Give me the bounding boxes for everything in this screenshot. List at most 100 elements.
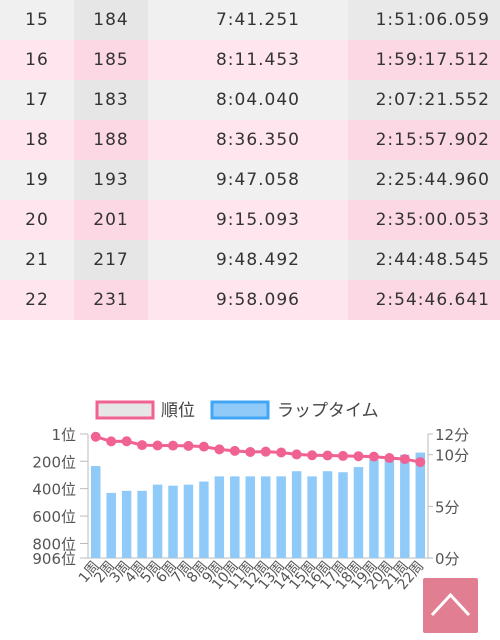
lap-time-cell: 9:15.093 [215, 210, 300, 230]
rank-cell: 185 [93, 50, 129, 70]
lap-time-bar [276, 476, 286, 558]
chevron-up-icon [430, 592, 471, 617]
y-left-tick-label: 400位 [32, 481, 76, 499]
lap-time-bar [230, 476, 240, 558]
lap-time-cell: 8:04.040 [215, 90, 300, 110]
lap-time-bar [322, 471, 333, 558]
table-row: 17 183 8:04.040 2:07:21.552 [0, 80, 500, 120]
y-left-tick-label: 200位 [32, 453, 76, 471]
rank-point [368, 451, 379, 462]
lap-time-bar [291, 471, 302, 558]
y-left-tick-label: 600位 [32, 508, 76, 526]
lap-time-bar [261, 476, 271, 558]
legend-label-rank: 順位 [161, 401, 195, 421]
rank-point [152, 440, 163, 451]
table-row: 19 193 9:47.058 2:25:44.960 [0, 160, 500, 200]
rank-point [106, 436, 117, 447]
total-time-cell: 2:54:46.641 [375, 290, 490, 310]
lap-time-bar [245, 476, 255, 558]
lap-time-bar [168, 485, 178, 558]
legend-label-laptime: ラップタイム [277, 401, 379, 421]
lap-time-bar [137, 490, 147, 558]
lap-table: 15 184 7:41.251 1:51:06.059 16 185 8:11.453 1:5… [0, 0, 500, 320]
y-left-tick-label: 906位 [32, 550, 76, 568]
lap-time-bar [152, 484, 163, 558]
rank-line [95, 435, 421, 464]
scroll-top-button[interactable] [423, 578, 478, 633]
rank-point [245, 446, 256, 457]
table-row: 16 185 8:11.453 1:59:17.512 [0, 40, 500, 80]
lap-time-bar [214, 476, 225, 558]
lap-time-bar [384, 456, 395, 558]
y-right-tick-label: 12分 [435, 426, 469, 444]
lap-time-bar [199, 481, 209, 558]
table-row: 15 184 7:41.251 1:51:06.059 [0, 0, 500, 40]
rank-point [353, 451, 364, 462]
rank-point [121, 436, 132, 447]
lap-time-cell: 8:36.350 [215, 130, 300, 150]
lap-cell: 20 [25, 210, 49, 230]
total-time-cell: 2:44:48.545 [375, 250, 490, 270]
rank-cell: 188 [93, 130, 129, 150]
rank-cell: 231 [93, 290, 129, 310]
total-time-cell: 2:35:00.053 [375, 210, 490, 230]
total-time-cell: 2:15:57.902 [375, 130, 490, 150]
table-row: 22 231 9:58.096 2:54:46.641 [0, 280, 500, 320]
legend-swatch-laptime [210, 400, 270, 420]
rank-point [260, 446, 271, 457]
lap-time-bar [400, 454, 410, 558]
total-time-cell: 2:07:21.552 [375, 90, 490, 110]
rank-point [137, 440, 148, 451]
rank-point [214, 444, 225, 455]
rank-cell: 201 [93, 210, 129, 230]
lap-time-bar [106, 492, 116, 558]
table-row: 21 217 9:48.492 2:44:48.545 [0, 240, 500, 280]
lap-cell: 16 [25, 50, 49, 70]
rank-point [183, 440, 194, 451]
y-right-tick-label: 5分 [435, 498, 460, 516]
lap-cell: 18 [25, 130, 49, 150]
rank-point [415, 457, 426, 468]
total-time-cell: 1:51:06.059 [375, 10, 490, 30]
lap-cell: 17 [25, 90, 49, 110]
table-row: 18 188 8:36.350 2:15:57.902 [0, 120, 500, 160]
lap-time-bar [91, 466, 101, 558]
lap-time-bar [353, 467, 364, 558]
rank-point [322, 450, 333, 461]
lap-time-bar [369, 459, 379, 558]
lap-time-cell: 9:48.492 [215, 250, 300, 270]
rank-point [168, 440, 178, 451]
y-left-tick-label: 1位 [51, 426, 76, 444]
rank-point [229, 445, 240, 456]
lap-time-bar [183, 484, 194, 558]
total-time-cell: 2:25:44.960 [375, 170, 490, 190]
rank-point [291, 449, 302, 460]
lap-time-cell: 9:58.096 [215, 290, 300, 310]
rank-point [399, 454, 410, 465]
lap-time-cell: 7:41.251 [215, 10, 300, 30]
lap-time-bar [307, 476, 317, 558]
rank-cell: 183 [93, 90, 129, 110]
legend-swatch-rank [95, 400, 155, 420]
rank-cell: 217 [93, 250, 129, 270]
rank-point [198, 441, 209, 452]
total-time-cell: 1:59:17.512 [375, 50, 490, 70]
lap-cell: 22 [25, 290, 49, 310]
lap-time-bar [121, 490, 132, 558]
table-row: 20 201 9:15.093 2:35:00.053 [0, 200, 500, 240]
rank-point [90, 431, 101, 442]
y-left-tick-label: 800位 [32, 535, 76, 553]
lap-cell: 19 [25, 170, 49, 190]
rank-point [384, 452, 395, 463]
y-right-tick-label: 0分 [435, 550, 460, 568]
lap-cell: 15 [25, 10, 49, 30]
rank-cell: 184 [93, 10, 129, 30]
lap-time-cell: 9:47.058 [215, 170, 300, 190]
rank-point [276, 447, 287, 458]
lap-time-bar [415, 452, 425, 558]
y-right-tick-label: 10分 [435, 447, 469, 465]
rank-cell: 193 [93, 170, 129, 190]
lap-time-bar [338, 472, 348, 558]
